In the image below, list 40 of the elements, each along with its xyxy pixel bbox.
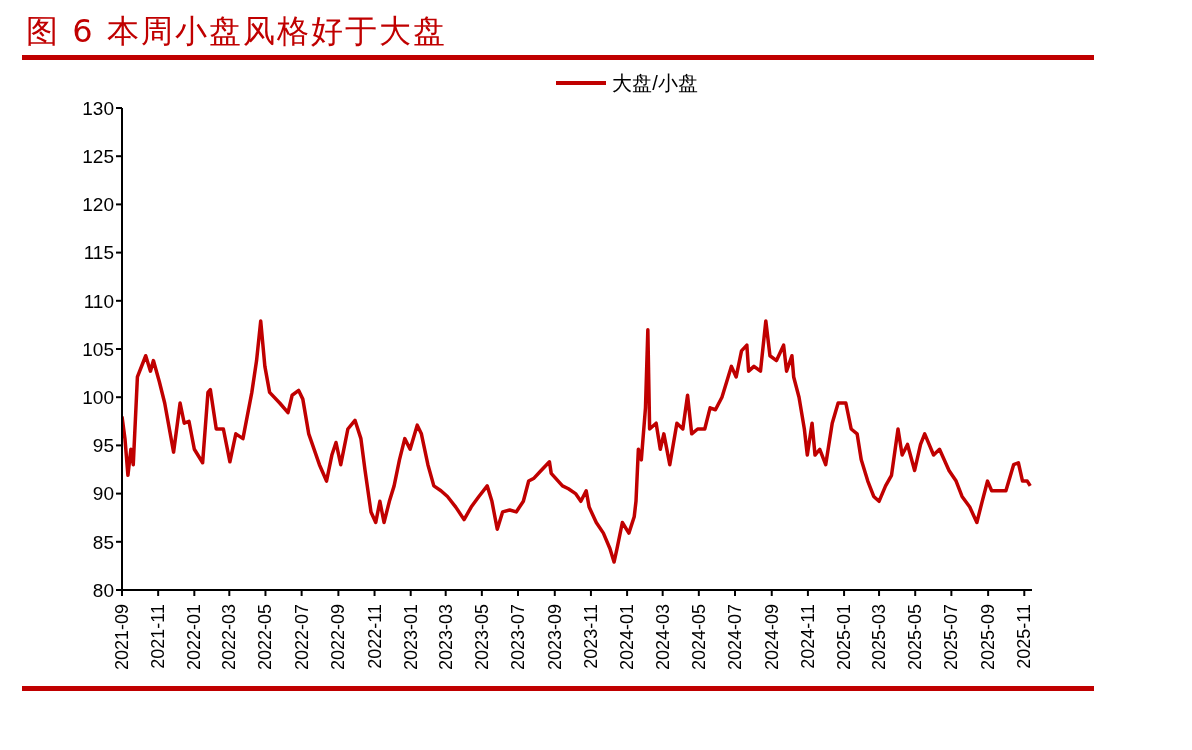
y-tick-label: 100 [82,386,114,408]
x-tick-label: 2022-01 [184,604,205,671]
x-tick-label: 2024-03 [652,604,673,671]
y-tick-label: 110 [83,290,114,312]
x-tick-label: 2024-05 [688,604,709,671]
y-tick-label: 85 [92,531,114,553]
x-tick-label: 2022-11 [364,604,385,669]
x-tick-label: 2022-03 [219,604,240,671]
x-tick-label: 2025-03 [869,604,890,671]
x-tick-label: 2025-01 [834,604,855,671]
x-tick-label: 2024-01 [617,604,638,671]
x-tick-label: 2023-11 [580,604,601,669]
x-tick-label: 2022-09 [328,604,349,671]
x-tick-label: 2024-11 [797,604,818,669]
legend-label: 大盘/小盘 [612,70,698,96]
x-tick-label: 2023-05 [471,604,492,671]
x-tick-label: 2023-07 [508,604,529,671]
x-tick-label: 2022-07 [291,604,312,671]
x-tick-label: 2021-11 [148,604,169,669]
line-series [122,319,1032,564]
x-tick-label: 2023-03 [435,604,456,671]
x-tick-label: 2025-09 [978,604,999,671]
y-tick-label: 90 [92,483,114,505]
x-tick-label: 2024-09 [761,604,782,671]
x-tick-label: 2022-05 [255,604,276,671]
y-tick-label: 95 [92,435,114,457]
x-tick-label: 2021-09 [112,604,132,671]
y-tick-label: 80 [92,579,114,601]
y-tick-label: 125 [82,145,114,167]
y-tick-label: 130 [82,97,114,119]
x-tick-label: 2023-09 [544,604,565,671]
chart-title: 图 6 本周小盘风格好于大盘 [26,11,447,52]
x-tick-label: 2025-05 [905,604,926,671]
y-tick-label: 115 [83,242,114,264]
x-tick-label: 2025-11 [1014,604,1035,669]
x-tick-label: 2023-01 [400,604,421,671]
x-tick-label: 2025-07 [941,604,962,671]
y-tick-label: 105 [82,338,114,360]
y-tick-label: 120 [82,194,114,216]
x-tick-label: 2024-07 [724,604,745,671]
